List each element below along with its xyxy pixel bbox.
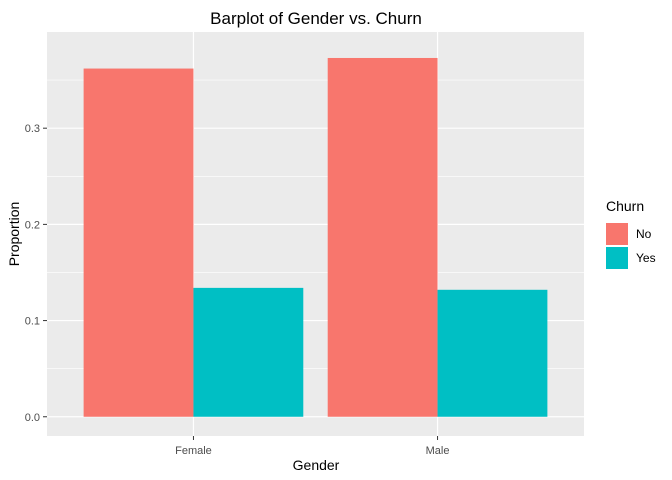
bars bbox=[83, 57, 548, 417]
legend-key-yes bbox=[606, 247, 628, 269]
bar-male-no bbox=[327, 57, 438, 417]
chart-title: Barplot of Gender vs. Churn bbox=[210, 9, 422, 28]
x-tick-label: Male bbox=[426, 445, 450, 457]
bar-female-no bbox=[83, 68, 194, 417]
legend-label-no: No bbox=[636, 227, 652, 241]
bar-female-yes bbox=[193, 287, 304, 417]
legend-items: No Yes bbox=[606, 223, 656, 269]
x-axis: Female Male bbox=[175, 436, 449, 457]
y-tick-label: 0.0 bbox=[25, 412, 40, 424]
y-tick-label: 0.2 bbox=[25, 219, 40, 231]
legend-key-no bbox=[606, 223, 628, 245]
legend-label-yes: Yes bbox=[636, 251, 656, 265]
y-tick-label: 0.3 bbox=[25, 123, 40, 135]
bar-male-yes bbox=[437, 289, 548, 417]
x-tick-label: Female bbox=[175, 445, 212, 457]
legend-title: Churn bbox=[606, 198, 644, 214]
legend: Churn No Yes bbox=[606, 198, 656, 269]
y-tick-label: 0.1 bbox=[25, 316, 40, 328]
y-axis: 0.0 0.1 0.2 0.3 bbox=[25, 123, 47, 424]
x-axis-title: Gender bbox=[293, 457, 340, 473]
y-axis-title: Proportion bbox=[6, 202, 22, 267]
